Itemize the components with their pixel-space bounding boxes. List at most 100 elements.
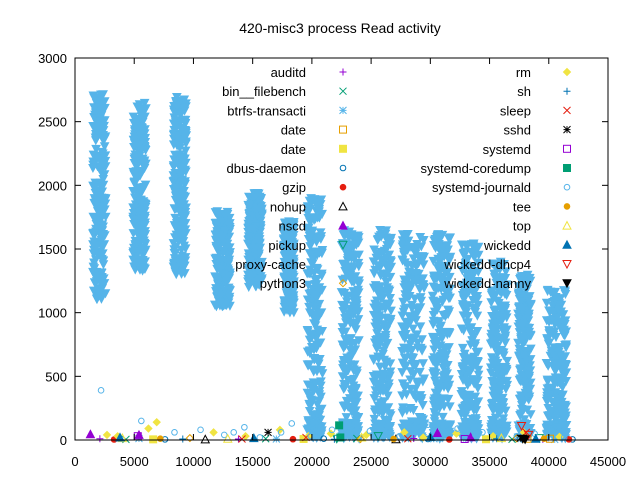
legend-marker <box>563 106 571 115</box>
burst-point <box>140 218 150 228</box>
legend-entry: auditd <box>271 65 347 80</box>
legend-marker <box>563 164 571 172</box>
legend-marker <box>339 144 347 153</box>
legend-entry: wickedd <box>483 238 572 253</box>
burst-point <box>177 212 188 222</box>
burst-point <box>397 368 407 378</box>
burst-point <box>168 140 179 150</box>
y-tick-label: 1000 <box>38 306 67 321</box>
burst-point <box>428 320 438 330</box>
burst-5 <box>243 189 267 292</box>
legend-marker <box>339 106 347 115</box>
series-point <box>230 429 238 436</box>
series-point <box>390 435 397 443</box>
burst-point <box>130 236 141 246</box>
series-point <box>209 428 218 437</box>
series-point <box>335 421 344 430</box>
burst-point <box>170 264 180 274</box>
burst-point <box>211 272 222 282</box>
series-point <box>85 429 96 439</box>
burst-point <box>99 134 110 144</box>
burst-point <box>91 277 102 287</box>
burst-point <box>415 322 426 332</box>
legend-marker <box>563 144 571 153</box>
burst-point <box>88 121 98 132</box>
legend-entry: top <box>513 219 572 234</box>
burst-point <box>175 163 186 173</box>
burst-point <box>224 255 235 265</box>
burst-point <box>88 240 98 250</box>
burst-point <box>221 299 231 309</box>
burst-point <box>129 139 140 149</box>
burst-point <box>172 92 182 103</box>
burst-point <box>130 150 141 160</box>
burst-point <box>170 184 181 194</box>
burst-point <box>169 260 179 270</box>
burst-point <box>90 152 101 162</box>
x-tick-label: 0 <box>71 454 78 469</box>
burst-point <box>92 198 102 208</box>
legend-label: nohup <box>270 199 306 214</box>
burst-point <box>128 247 139 257</box>
burst-point <box>175 143 185 153</box>
burst-point <box>135 246 145 256</box>
series-point <box>288 420 296 427</box>
legend-entry: proxy-cache <box>235 257 348 272</box>
burst-point <box>89 258 99 268</box>
series-point <box>185 433 195 443</box>
y-tick-label: 0 <box>60 433 67 448</box>
series-point <box>241 431 250 441</box>
x-tick-label: 40000 <box>531 454 567 469</box>
legend-label: tee <box>513 199 531 214</box>
burst-point <box>179 95 190 105</box>
burst-point <box>243 239 253 249</box>
legend-entry: bin__filebench <box>222 84 347 99</box>
burst-point <box>418 260 429 270</box>
burst-point <box>137 263 147 273</box>
burst-point <box>218 269 228 279</box>
series-point <box>152 417 161 427</box>
burst-point <box>88 212 99 222</box>
series-point <box>445 436 453 443</box>
burst-point <box>140 211 150 221</box>
x-tick-label: 20000 <box>294 454 330 469</box>
series-point <box>482 435 491 444</box>
legend-label: wickedd-dhcp4 <box>443 257 531 272</box>
burst-point <box>94 162 104 172</box>
burst-point <box>175 110 186 120</box>
burst-point <box>131 156 141 166</box>
series-point <box>234 435 242 443</box>
burst-point <box>88 249 99 259</box>
legend-label: auditd <box>271 65 306 80</box>
legend-marker <box>563 87 571 95</box>
legend-marker <box>563 183 571 191</box>
burst-point <box>98 256 109 266</box>
burst-point <box>177 225 187 235</box>
legend-marker <box>339 68 347 76</box>
series-point <box>256 434 264 441</box>
burst-point <box>179 193 190 203</box>
legend-entry: gzip <box>282 180 347 195</box>
y-tick-label: 2000 <box>38 178 67 193</box>
legend-label: wickedd-nanny <box>443 276 531 291</box>
burst-point <box>92 217 102 227</box>
series-point <box>261 434 270 443</box>
axes: 0 5000 10000 15000 20000 25000 30000 35000 40000… <box>38 51 626 469</box>
burst-point <box>130 259 141 269</box>
burst-point <box>223 220 234 230</box>
burst-point <box>136 112 147 122</box>
series-point <box>264 428 272 437</box>
burst-point <box>92 295 102 305</box>
burst-point <box>218 248 229 258</box>
y-tick-label: 1500 <box>38 242 67 257</box>
burst-point <box>88 267 98 277</box>
burst-point <box>170 173 180 183</box>
burst-point <box>221 212 231 222</box>
burst-point <box>170 233 180 243</box>
legend-marker <box>339 87 347 96</box>
burst-point <box>219 286 230 296</box>
burst-point <box>224 292 235 302</box>
burst-point <box>177 176 187 186</box>
burst-point <box>176 267 187 277</box>
